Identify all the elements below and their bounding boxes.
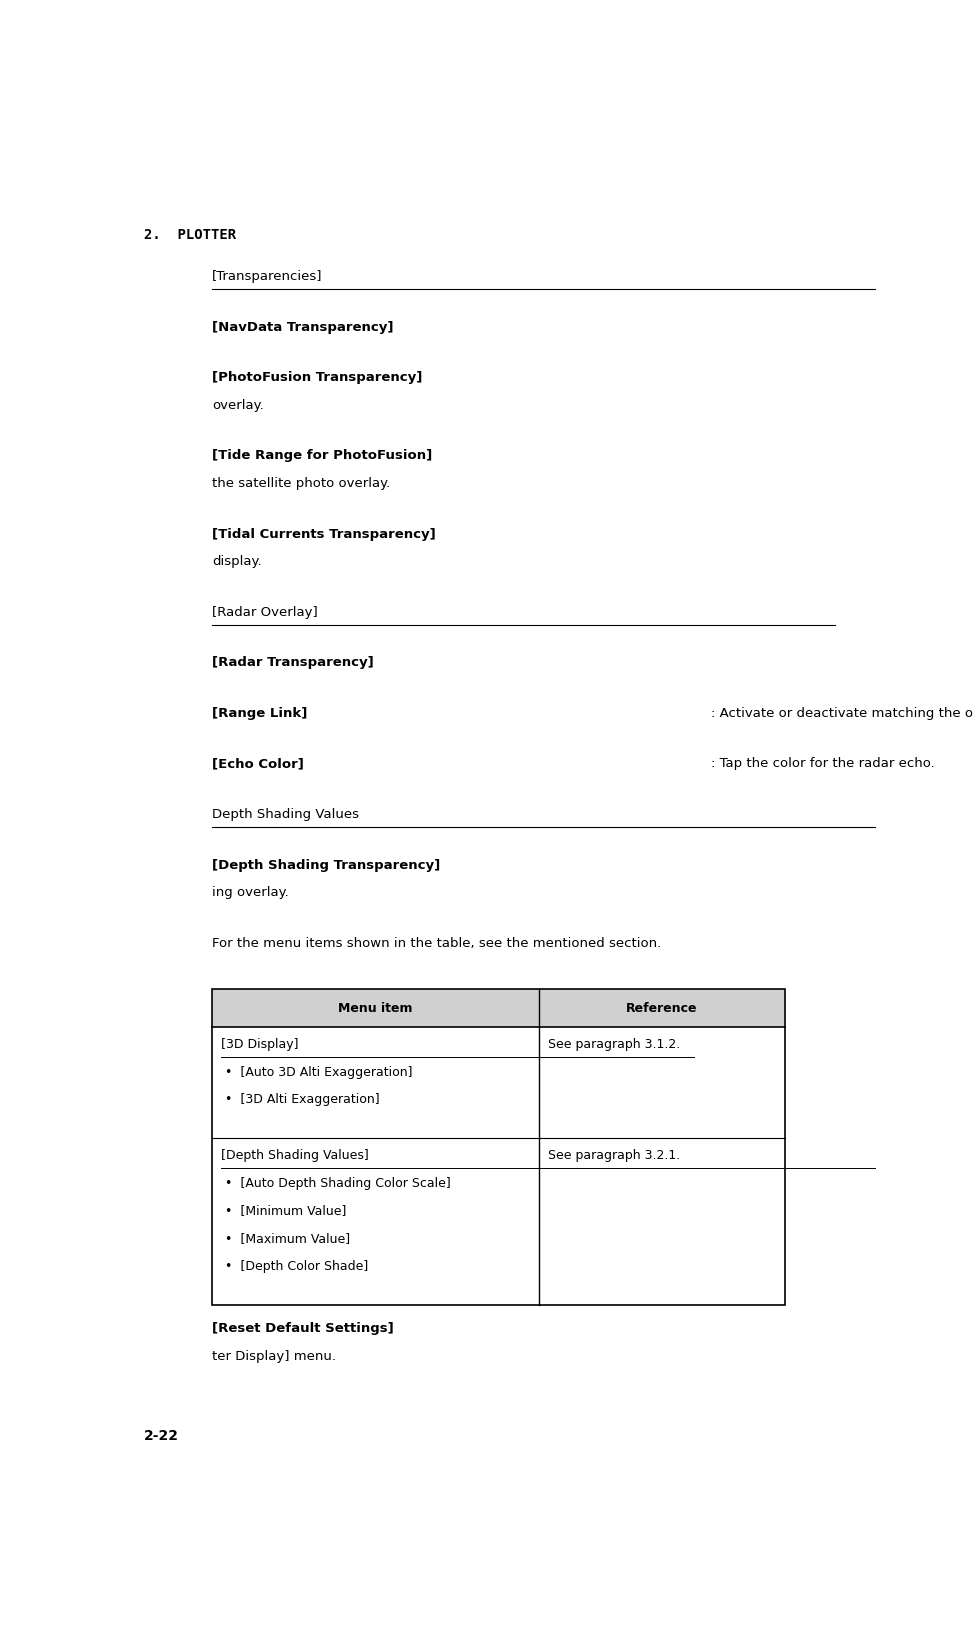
Text: [PhotoFusion Transparency]: [PhotoFusion Transparency]	[212, 370, 422, 384]
Text: For the menu items shown in the table, see the mentioned section.: For the menu items shown in the table, s…	[212, 936, 662, 949]
Text: ter Display] menu.: ter Display] menu.	[212, 1349, 336, 1362]
Text: Depth Shading Values: Depth Shading Values	[212, 808, 359, 821]
Text: display.: display.	[212, 556, 262, 569]
Text: overlay.: overlay.	[212, 398, 264, 411]
Text: [Tidal Currents Transparency]: [Tidal Currents Transparency]	[212, 528, 436, 541]
Text: 2-22: 2-22	[144, 1428, 179, 1442]
Text: [Reset Default Settings]: [Reset Default Settings]	[212, 1321, 394, 1334]
Text: •  [Maximum Value]: • [Maximum Value]	[225, 1231, 350, 1244]
Text: [Transparencies]: [Transparencies]	[212, 270, 323, 284]
Text: [Echo Color]: [Echo Color]	[212, 757, 304, 770]
FancyBboxPatch shape	[212, 990, 785, 1028]
Text: Menu item: Menu item	[339, 1001, 413, 1015]
Text: : Activate or deactivate matching the overlay with radar ranges.: : Activate or deactivate matching the ov…	[710, 706, 973, 720]
Text: [Depth Shading Transparency]: [Depth Shading Transparency]	[212, 857, 441, 870]
Text: [3D Display]: [3D Display]	[221, 1037, 299, 1051]
Text: [Tide Range for PhotoFusion]: [Tide Range for PhotoFusion]	[212, 449, 432, 462]
Text: the satellite photo overlay.: the satellite photo overlay.	[212, 477, 390, 490]
Text: [Radar Transparency]: [Radar Transparency]	[212, 656, 374, 669]
Text: •  [Auto 3D Alti Exaggeration]: • [Auto 3D Alti Exaggeration]	[225, 1065, 413, 1078]
Text: ing overlay.: ing overlay.	[212, 885, 289, 898]
Text: See paragraph 3.1.2.: See paragraph 3.1.2.	[548, 1037, 680, 1051]
Text: [Radar Overlay]: [Radar Overlay]	[212, 605, 318, 618]
Text: Reference: Reference	[627, 1001, 698, 1015]
Text: [Range Link]: [Range Link]	[212, 706, 307, 720]
Text: [Depth Shading Values]: [Depth Shading Values]	[221, 1149, 369, 1162]
Text: 2.  PLOTTER: 2. PLOTTER	[144, 228, 236, 243]
Text: •  [Auto Depth Shading Color Scale]: • [Auto Depth Shading Color Scale]	[225, 1177, 450, 1188]
Text: See paragraph 3.2.1.: See paragraph 3.2.1.	[548, 1149, 680, 1162]
Text: [NavData Transparency]: [NavData Transparency]	[212, 320, 394, 333]
Text: •  [Minimum Value]: • [Minimum Value]	[225, 1203, 346, 1216]
Text: •  [Depth Color Shade]: • [Depth Color Shade]	[225, 1259, 368, 1272]
Text: : Tap the color for the radar echo.: : Tap the color for the radar echo.	[710, 757, 934, 770]
Text: •  [3D Alti Exaggeration]: • [3D Alti Exaggeration]	[225, 1093, 379, 1106]
